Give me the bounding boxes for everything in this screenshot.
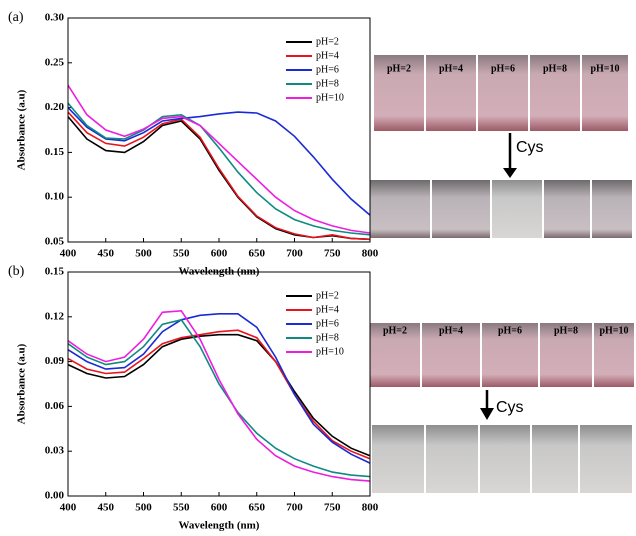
x-tick-label: 400	[60, 248, 77, 260]
y-tick-label: 0.00	[45, 490, 65, 502]
photo-label: pH=10	[599, 325, 628, 336]
photo-row	[374, 55, 628, 131]
legend-label: pH=4	[316, 304, 339, 315]
y-tick-label: 0.20	[45, 101, 65, 113]
legend-label: pH=2	[316, 290, 339, 301]
y-tick-label: 0.15	[45, 266, 65, 278]
legend-label: pH=8	[316, 78, 339, 89]
series-line	[67, 318, 371, 478]
x-tick-label: 500	[135, 502, 152, 514]
reagent-label: Cys	[496, 399, 524, 416]
x-tick-label: 400	[60, 502, 77, 514]
x-tick-label: 550	[173, 502, 190, 514]
x-tick-label: 700	[286, 502, 303, 514]
legend-label: pH=10	[316, 346, 344, 357]
y-tick-label: 0.05	[45, 236, 65, 248]
photo-row	[370, 323, 634, 387]
x-tick-label: 600	[211, 248, 228, 260]
legend-label: pH=6	[316, 64, 339, 75]
x-tick-label: 750	[324, 248, 341, 260]
photo-label: pH=8	[554, 325, 578, 336]
legend-label: pH=8	[316, 332, 339, 343]
series-line	[67, 116, 371, 241]
series-line	[67, 309, 371, 482]
arrow	[503, 133, 517, 178]
x-tick-label: 550	[173, 248, 190, 260]
x-tick-label: 650	[249, 248, 266, 260]
y-tick-label: 0.06	[45, 400, 65, 412]
y-tick-label: 0.25	[45, 56, 65, 68]
x-tick-label: 600	[211, 502, 228, 514]
x-tick-label: 700	[286, 248, 303, 260]
y-axis-label: Absorbance (a.u)	[16, 343, 28, 424]
photo-row	[372, 425, 632, 493]
photo-label: pH=4	[439, 63, 463, 74]
x-tick-label: 800	[362, 502, 379, 514]
series-line	[67, 111, 371, 241]
photo-label: pH=4	[439, 325, 463, 336]
plot-frame	[67, 17, 371, 243]
y-tick-label: 0.15	[45, 146, 65, 158]
photo-label: pH=2	[383, 325, 407, 336]
legend-label: pH=6	[316, 318, 339, 329]
series-line	[67, 107, 371, 216]
photo-row	[370, 180, 632, 238]
panel-label: (a)	[8, 10, 24, 25]
series-line	[67, 102, 371, 236]
x-tick-label: 450	[98, 248, 115, 260]
x-tick-label: 650	[249, 502, 266, 514]
y-tick-label: 0.09	[45, 355, 65, 367]
series-line	[67, 333, 371, 457]
photo-label: pH=10	[590, 63, 619, 74]
reagent-label: Cys	[516, 139, 544, 156]
photo-label: pH=2	[387, 63, 411, 74]
panel-label: (b)	[8, 264, 25, 279]
arrow	[480, 390, 494, 420]
series-line	[67, 329, 371, 460]
y-tick-label: 0.30	[45, 12, 65, 24]
legend-label: pH=10	[316, 92, 344, 103]
y-tick-label: 0.10	[45, 191, 65, 203]
y-tick-label: 0.03	[45, 445, 65, 457]
x-tick-label: 800	[362, 248, 379, 260]
photo-label: pH=6	[498, 325, 522, 336]
series-line	[67, 313, 371, 464]
plot-frame	[67, 271, 371, 497]
y-tick-label: 0.12	[45, 310, 65, 322]
photo-label: pH=8	[543, 63, 567, 74]
x-tick-label: 750	[324, 502, 341, 514]
legend-label: pH=4	[316, 50, 339, 61]
photo-label: pH=6	[491, 63, 515, 74]
x-tick-label: 500	[135, 248, 152, 260]
series-line	[67, 84, 371, 234]
legend-label: pH=2	[316, 36, 339, 47]
x-tick-label: 450	[98, 502, 115, 514]
x-axis-label: Wavelength (nm)	[179, 520, 260, 532]
y-axis-label: Absorbance (a.u)	[16, 89, 28, 170]
